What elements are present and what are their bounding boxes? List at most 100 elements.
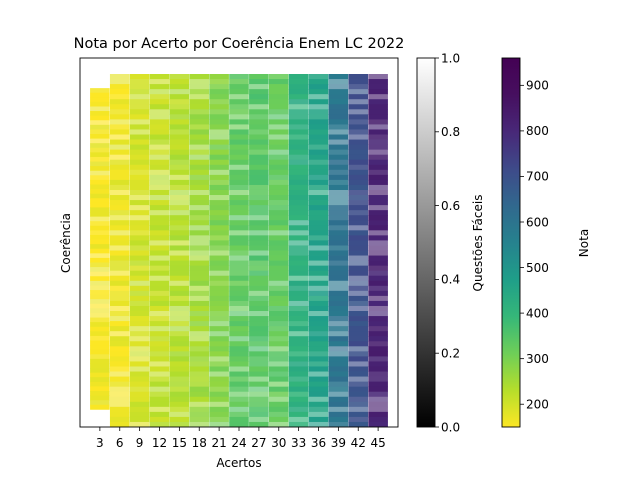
heatmap-cell: [149, 200, 170, 206]
heatmap-cell: [109, 270, 130, 277]
heatmap-column-15: [169, 74, 190, 427]
heatmap-cell: [169, 104, 190, 110]
heatmap-cell: [308, 331, 329, 337]
heatmap-cell: [229, 300, 249, 307]
heatmap-cell: [109, 104, 130, 110]
heatmap-cell: [348, 250, 369, 256]
heatmap-cell: [109, 316, 130, 322]
heatmap-cell: [229, 341, 249, 347]
heatmap-cell: [90, 271, 110, 277]
heatmap-cell: [368, 164, 388, 171]
heatmap-cell: [288, 230, 309, 236]
heatmap-cell: [189, 255, 210, 261]
heatmap-cell: [149, 381, 170, 388]
heatmap-cell: [368, 326, 388, 332]
heatmap-cell: [348, 305, 369, 312]
x-tick-label: 18: [192, 436, 207, 450]
heatmap-cell: [368, 149, 388, 156]
heatmap-cell: [169, 411, 190, 418]
heatmap-cell: [328, 114, 349, 120]
heatmap-cell: [129, 361, 150, 367]
heatmap-cell: [149, 316, 170, 322]
heatmap-cell: [109, 144, 130, 151]
heatmap-cell: [368, 99, 388, 105]
heatmap-cell: [209, 260, 229, 267]
heatmap-cell: [169, 84, 190, 90]
heatmap-cell: [149, 331, 170, 337]
heatmap-cell: [268, 316, 289, 322]
heatmap-cell: [308, 220, 329, 226]
heatmap-cell: [229, 250, 249, 256]
heatmap-cell: [109, 220, 130, 226]
heatmap-cell: [288, 290, 309, 297]
heatmap-cell: [109, 139, 130, 145]
heatmap-cell: [129, 225, 150, 231]
heatmap-column-21: [209, 74, 229, 427]
heatmap-cell: [268, 164, 289, 171]
heatmap-cell: [368, 376, 388, 383]
heatmap-cell: [90, 101, 110, 107]
heatmap-cell: [90, 120, 110, 126]
heatmap-cell: [149, 346, 170, 352]
heatmap-cell: [149, 84, 170, 90]
heatmap-cell: [169, 94, 190, 100]
heatmap-cell: [249, 321, 269, 327]
heatmap-cell: [288, 376, 309, 383]
heatmap-cell: [109, 326, 130, 332]
heatmap-cell: [189, 396, 210, 403]
heatmap-cell: [149, 169, 170, 176]
heatmap-cell: [268, 285, 289, 292]
heatmap-cell: [129, 381, 150, 388]
heatmap-cell: [328, 99, 349, 105]
heatmap-cell: [149, 154, 170, 161]
heatmap-cell: [288, 220, 309, 226]
x-tick-label: 15: [172, 436, 187, 450]
heatmap-cell: [288, 265, 309, 272]
heatmap-cell: [328, 351, 349, 357]
heatmap-cell: [368, 159, 388, 166]
x-tick-label: 36: [311, 436, 326, 450]
heatmap-cell: [328, 215, 349, 221]
heatmap-cell: [209, 159, 229, 166]
heatmap-cell: [288, 416, 309, 423]
heatmap-cell: [348, 366, 369, 372]
heatmap-cell: [129, 104, 150, 110]
heatmap-cell: [90, 280, 110, 286]
heatmap-cell: [249, 184, 269, 191]
heatmap-cell: [189, 149, 210, 156]
heatmap-cell: [129, 169, 150, 176]
heatmap-cell: [209, 179, 229, 186]
heatmap-cell: [90, 189, 110, 195]
heatmap-cell: [268, 99, 289, 105]
heatmap-cell: [308, 255, 329, 261]
heatmap-cell: [328, 290, 349, 297]
heatmap-cell: [109, 250, 130, 256]
heatmap-cell: [90, 358, 110, 364]
heatmap-cell: [209, 94, 229, 100]
heatmap-cell: [209, 341, 229, 347]
heatmap-cell: [129, 154, 150, 161]
heatmap-cell: [149, 311, 170, 317]
heatmap-cell: [288, 174, 309, 181]
heatmap-cell: [249, 245, 269, 251]
heatmap-cell: [209, 285, 229, 292]
heatmap-column-24: [229, 74, 249, 427]
heatmap-cell: [149, 280, 170, 287]
heatmap-cell: [169, 200, 190, 206]
heatmap-cell: [249, 84, 269, 90]
heatmap-cell: [368, 74, 388, 80]
heatmap-cell: [288, 189, 309, 196]
heatmap-cell: [90, 390, 110, 396]
heatmap-cell: [109, 341, 130, 347]
heatmap-cell: [328, 356, 349, 362]
heatmap-cell: [189, 270, 210, 277]
heatmap-cell: [149, 114, 170, 120]
heatmap-cell: [368, 275, 388, 282]
heatmap-cell: [129, 220, 150, 226]
heatmap-cell: [209, 129, 229, 135]
heatmap-cell: [90, 198, 110, 204]
heatmap-cell: [129, 406, 150, 413]
heatmap-cell: [129, 411, 150, 418]
heatmap-cell: [328, 220, 349, 226]
